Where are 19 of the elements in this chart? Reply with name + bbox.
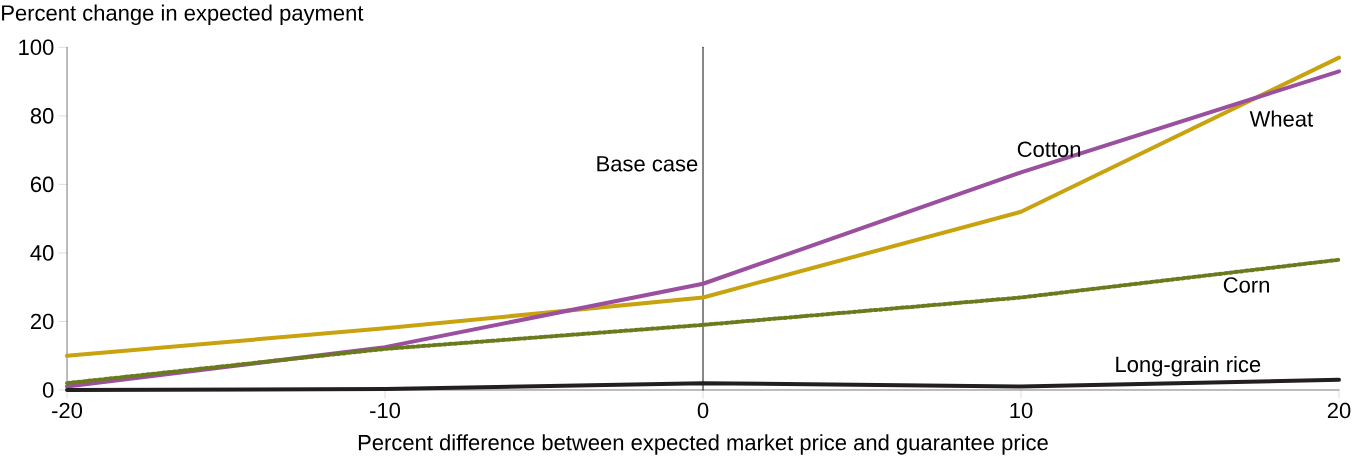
y-tick-label: 80: [30, 108, 54, 124]
series-label: Long-grain rice: [1116, 356, 1261, 377]
x-tick-label: 10: [1010, 402, 1033, 419]
x-tick-label: -20: [52, 402, 83, 419]
y-tick-label: 0: [42, 382, 54, 398]
series-label: Corn: [1223, 277, 1269, 293]
x-axis-title: Percent difference between expected market price and guarantee price: [358, 434, 1048, 455]
x-tick-label: 0: [697, 402, 709, 419]
x-tick-label: -10: [370, 402, 401, 419]
line-series: [65, 257, 1341, 386]
series-label: Wheat: [1249, 110, 1313, 127]
y-tick-label: 100: [19, 39, 54, 56]
y-tick-label: 40: [30, 245, 54, 261]
y-tick-label: 20: [30, 313, 54, 330]
ref-line-label: Base case: [597, 156, 698, 172]
series-label: Cotton: [1017, 141, 1081, 158]
x-tick-label: 20: [1327, 402, 1351, 419]
y-axis-title: Percent change in expected payment: [2, 4, 364, 26]
y-tick-label: 60: [30, 176, 54, 193]
